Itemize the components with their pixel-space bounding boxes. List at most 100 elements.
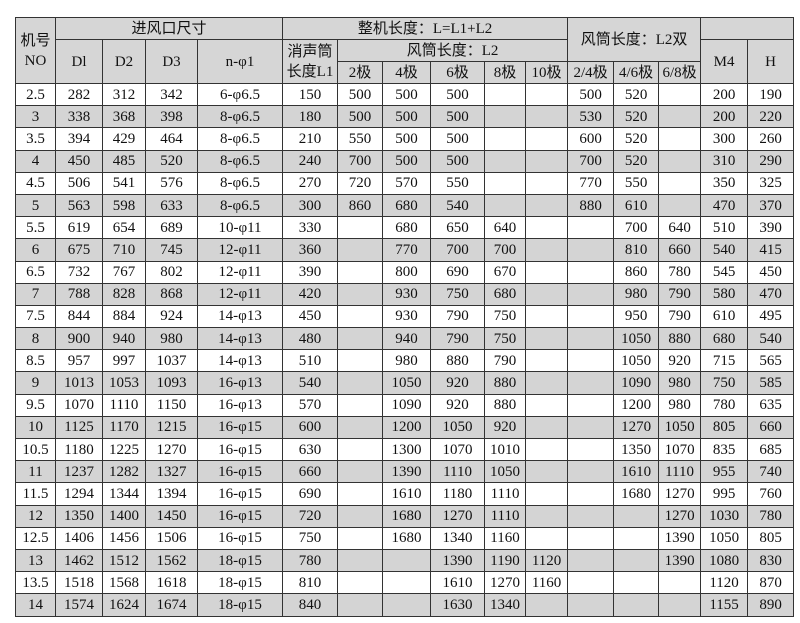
table-cell: 1110 (484, 482, 527, 506)
table-cell: 1340 (484, 593, 527, 617)
table-cell: 680 (700, 327, 749, 351)
table-cell (525, 415, 569, 440)
table-cell: 220 (747, 105, 795, 129)
table-cell: 1282 (102, 460, 146, 484)
table-cell: 780 (658, 260, 702, 284)
table-cell: 700 (567, 149, 615, 173)
table-cell: 398 (145, 105, 198, 129)
table-cell: 500 (382, 105, 432, 129)
table-cell (525, 238, 569, 262)
table-cell (525, 260, 569, 284)
table-cell: 368 (102, 105, 146, 129)
table-cell (613, 548, 660, 573)
table-cell: 980 (382, 349, 432, 373)
table-cell (525, 482, 569, 506)
table-cell: 10-φ11 (196, 216, 284, 240)
table-cell: 470 (700, 193, 749, 218)
table-cell: 1562 (145, 548, 198, 573)
header-double-2-4: 2/4极 (567, 61, 615, 84)
table-cell (658, 571, 702, 595)
table-cell: 1090 (382, 393, 432, 417)
table-cell: 635 (747, 393, 795, 417)
table-row: 8 900 940 980 14-φ13 480 940 790 750 1050 880 680 54… (15, 327, 795, 351)
table-cell: 450 (747, 260, 795, 284)
table-cell: 770 (382, 238, 432, 262)
table-cell: 6-φ6.5 (196, 82, 284, 107)
table-cell: 9 (15, 371, 56, 395)
table-cell: 710 (102, 238, 146, 262)
table-cell: 1110 (484, 504, 527, 528)
header-no-cn: 机号 (20, 32, 51, 49)
table-cell: 16-φ15 (196, 460, 284, 484)
table-cell: 900 (55, 327, 103, 351)
table-cell (525, 82, 569, 107)
header-blank (700, 17, 795, 40)
table-cell: 880 (658, 327, 702, 351)
table-cell: 1630 (430, 593, 486, 617)
table-cell (337, 593, 384, 617)
table-row: 5 563 598 633 8-φ6.5 300 860 680 540 880 610 470 370 (15, 193, 795, 218)
table-cell: 1090 (613, 371, 660, 395)
table-cell: 16-φ15 (196, 415, 284, 440)
table-cell: 690 (430, 260, 486, 284)
table-cell: 500 (382, 149, 432, 173)
table-cell: 4.5 (15, 171, 56, 195)
table-cell: 570 (382, 171, 432, 195)
header-m4: M4 (700, 39, 749, 84)
header-double-6-8: 6/8极 (658, 61, 702, 84)
table-cell (567, 304, 615, 329)
table-cell: 790 (430, 327, 486, 351)
table-cell (658, 193, 702, 218)
table-cell: 282 (55, 82, 103, 107)
header-silencer-line1: 消声筒 (287, 43, 333, 60)
table-cell: 1170 (102, 415, 146, 440)
table-cell (567, 393, 615, 417)
table-cell: 1180 (430, 482, 486, 506)
table-cell: 1237 (55, 460, 103, 484)
table-cell (525, 526, 569, 550)
table-cell: 1270 (430, 504, 486, 528)
table-cell: 870 (747, 571, 795, 595)
table-cell (525, 393, 569, 417)
table-cell: 550 (430, 171, 486, 195)
table-row: 10 1125 1170 1215 16-φ15 600 1200 1050 920 1270 10… (15, 415, 795, 440)
table-row: 3.5 394 429 464 8-φ6.5 210 550 500 500 600 520 300 2… (15, 127, 795, 151)
table-cell (658, 171, 702, 195)
table-cell (382, 571, 432, 595)
table-cell: 790 (484, 349, 527, 373)
table-cell: 1406 (55, 526, 103, 550)
table-row: 9.5 1070 1110 1150 16-φ13 570 1090 920 880 1200 98… (15, 393, 795, 417)
table-cell: 325 (747, 171, 795, 195)
table-cell: 750 (484, 327, 527, 351)
table-cell: 500 (430, 82, 486, 107)
table-cell: 675 (55, 238, 103, 262)
table-cell: 576 (145, 171, 198, 195)
table-cell (525, 216, 569, 240)
table-row: 13 1462 1512 1562 18-φ15 780 1390 1190 1120 1390 1… (15, 548, 795, 573)
table-cell: 600 (282, 415, 339, 440)
header-h: H (747, 39, 795, 84)
table-cell: 1270 (145, 437, 198, 462)
table-cell (567, 216, 615, 240)
table-cell: 540 (430, 193, 486, 218)
table-cell: 290 (747, 149, 795, 173)
table-cell (382, 548, 432, 573)
table-cell (658, 149, 702, 173)
table-cell (613, 571, 660, 595)
table-cell: 1070 (430, 437, 486, 462)
table-cell (525, 504, 569, 528)
table-cell (525, 349, 569, 373)
table-cell: 8-φ6.5 (196, 105, 284, 129)
table-cell: 429 (102, 127, 146, 151)
table-row: 5.5 619 654 689 10-φ11 330 680 650 640 700 640 510 3… (15, 216, 795, 240)
header-double-4-6: 4/6极 (613, 61, 660, 84)
table-cell: 464 (145, 127, 198, 151)
table-cell: 1120 (700, 571, 749, 595)
table-cell (484, 193, 527, 218)
table-cell (567, 349, 615, 373)
table-cell: 1160 (484, 526, 527, 550)
table-cell: 700 (613, 216, 660, 240)
table-cell: 780 (700, 393, 749, 417)
table-cell: 1080 (700, 548, 749, 573)
table-cell: 1350 (613, 437, 660, 462)
